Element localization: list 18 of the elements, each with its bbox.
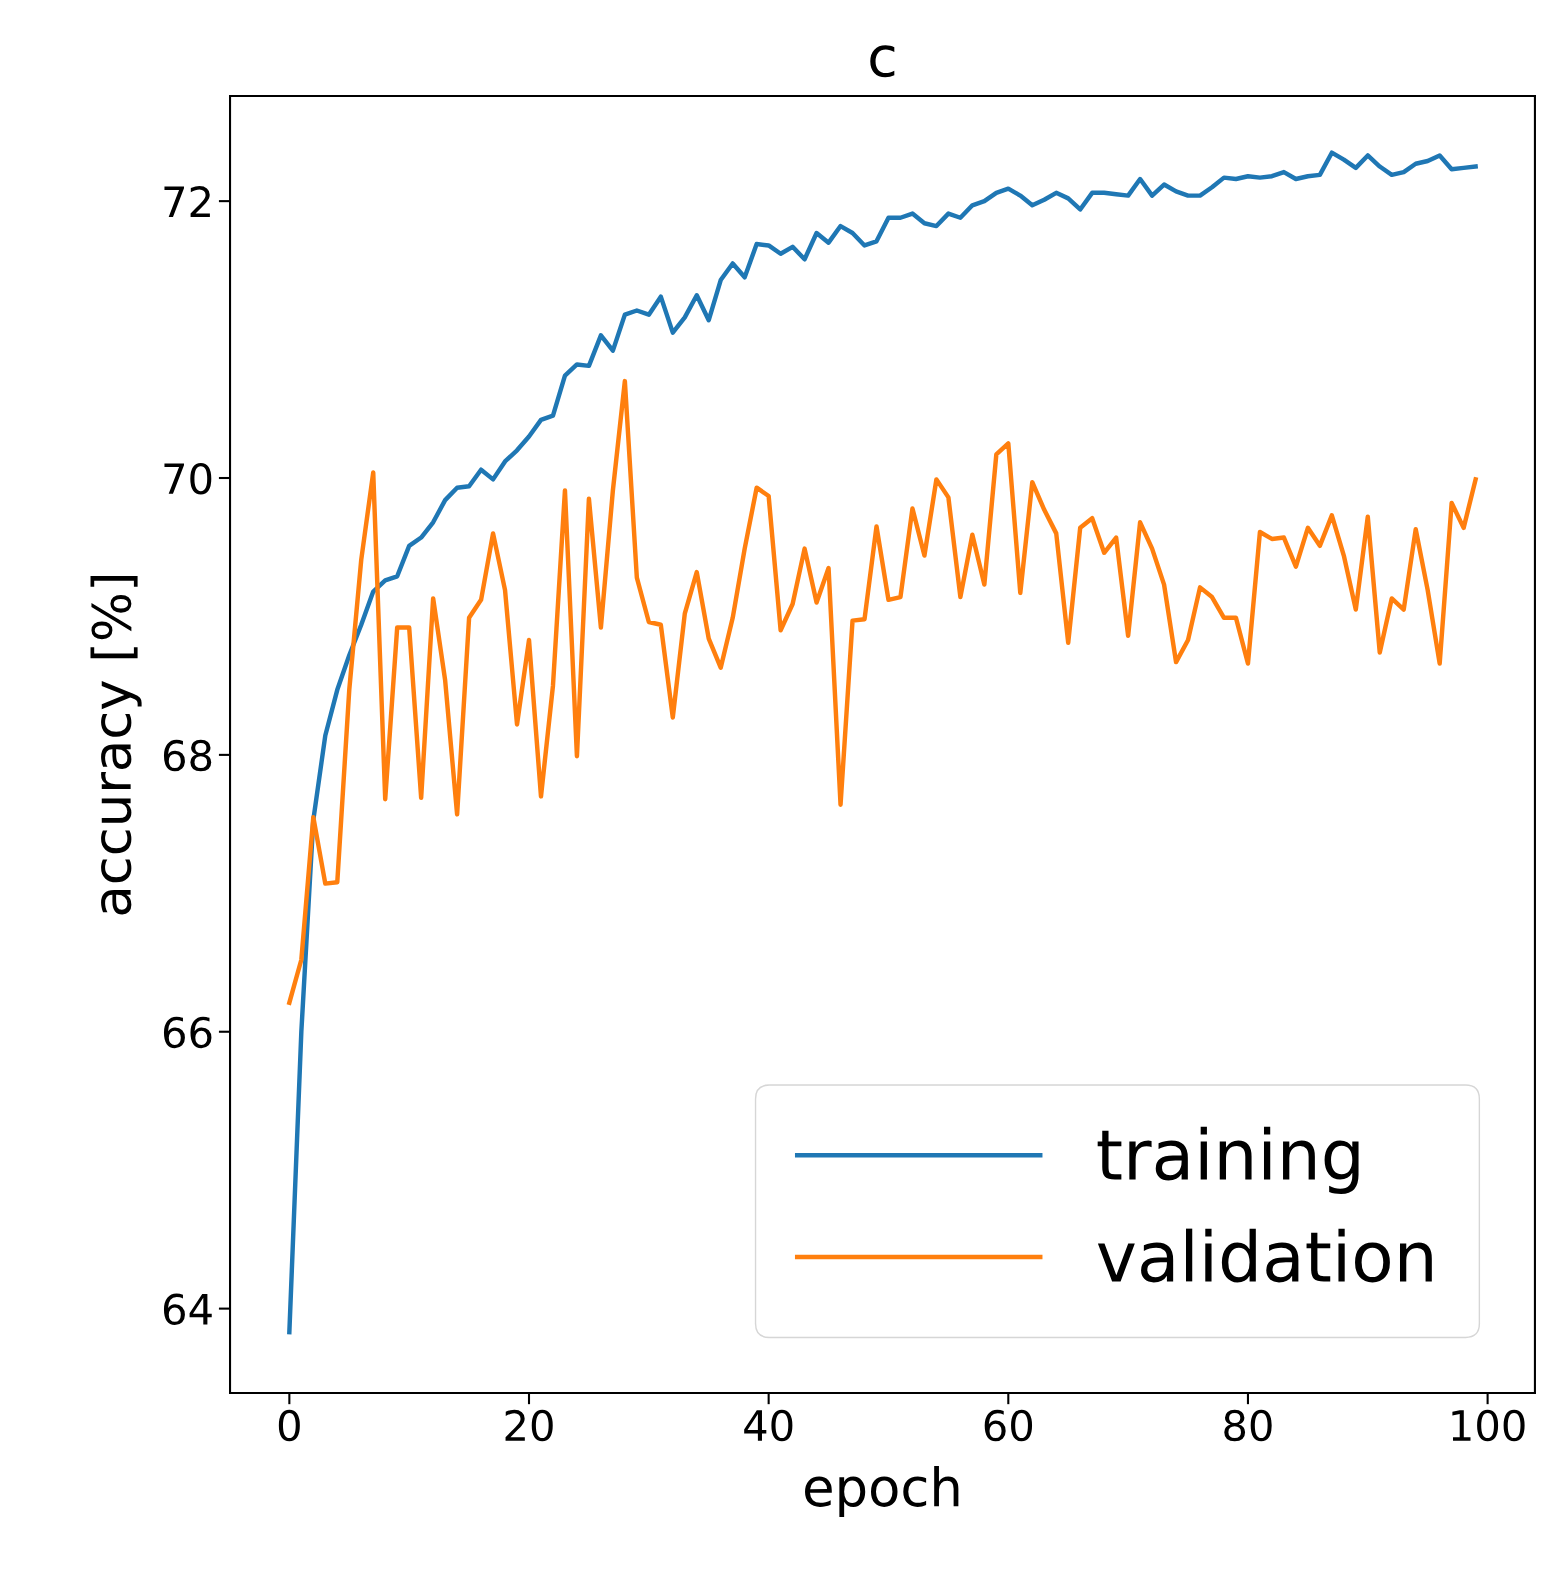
x-tick-label: 20 xyxy=(505,1409,553,1442)
y-axis-title: accuracy [%] xyxy=(90,575,142,915)
y-tick-label: 66 xyxy=(163,1016,212,1049)
y-tick-label: 64 xyxy=(163,1293,212,1326)
legend-label: training xyxy=(1097,1126,1359,1194)
x-tick-label: 80 xyxy=(1224,1409,1272,1442)
line-series xyxy=(287,378,1478,1005)
x-tick-label: 100 xyxy=(1452,1409,1525,1442)
y-tick-label: 68 xyxy=(163,739,212,772)
x-tick-label: 60 xyxy=(984,1409,1033,1442)
x-tick-label: 0 xyxy=(278,1409,300,1442)
y-tick-label: 72 xyxy=(164,186,210,217)
y-tick-label: 70 xyxy=(164,462,212,495)
x-axis-title: epoch xyxy=(805,1466,959,1518)
line-series xyxy=(287,150,1478,1335)
x-tick-label: 40 xyxy=(744,1409,793,1442)
chart-title: c xyxy=(870,45,895,78)
legend-label: validation xyxy=(1097,1228,1432,1283)
